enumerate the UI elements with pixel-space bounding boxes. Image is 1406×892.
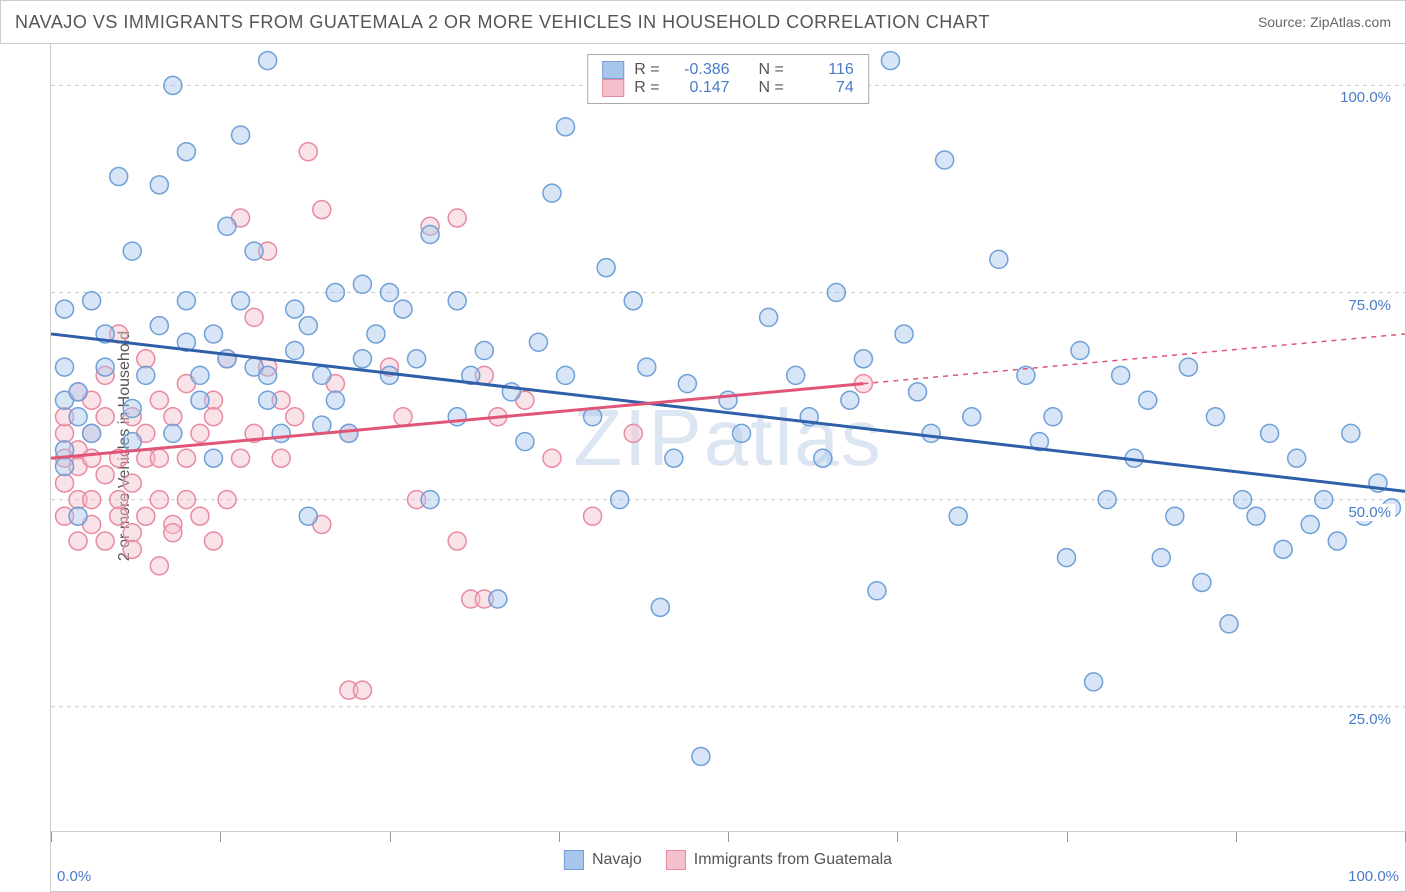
x-tick [728,832,729,842]
bottom-legend: Navajo Immigrants from Guatemala [564,850,892,870]
r-value-guatemala: 0.147 [670,79,730,97]
x-min-label: 0.0% [57,868,91,885]
x-tick [1067,832,1068,842]
y-tick-label: 100.0% [1336,89,1395,106]
legend-item-guatemala: Immigrants from Guatemala [666,850,892,870]
y-tick-label: 50.0% [1344,504,1395,521]
title-bar: NAVAJO VS IMMIGRANTS FROM GUATEMALA 2 OR… [0,0,1406,44]
x-axis-bar: Navajo Immigrants from Guatemala 0.0% 10… [50,832,1406,892]
stats-swatch-navajo [602,61,624,79]
n-value-navajo: 116 [794,61,854,79]
legend-swatch-guatemala [666,850,686,870]
legend-label-guatemala: Immigrants from Guatemala [694,851,892,869]
x-tick [897,832,898,842]
x-tick [220,832,221,842]
x-tick [559,832,560,842]
chart-title: NAVAJO VS IMMIGRANTS FROM GUATEMALA 2 OR… [15,12,990,33]
legend-item-navajo: Navajo [564,850,642,870]
r-value-navajo: -0.386 [670,61,730,79]
y-tick-label: 75.0% [1344,297,1395,314]
source-label: Source: ZipAtlas.com [1258,14,1391,30]
plot-area: ZIPatlas R = -0.386 N = 116 R = 0.147 N … [50,44,1406,832]
stats-swatch-guatemala [602,79,624,97]
stats-box: R = -0.386 N = 116 R = 0.147 N = 74 [587,54,869,104]
n-value-guatemala: 74 [794,79,854,97]
x-max-label: 100.0% [1348,868,1399,885]
n-label: N = [758,79,783,97]
chart-container: NAVAJO VS IMMIGRANTS FROM GUATEMALA 2 OR… [0,0,1406,892]
x-tick [51,832,52,842]
plot-svg [51,44,1405,831]
legend-swatch-navajo [564,850,584,870]
stats-row-navajo: R = -0.386 N = 116 [602,61,854,79]
r-label: R = [634,79,659,97]
stats-row-guatemala: R = 0.147 N = 74 [602,79,854,97]
x-tick [1236,832,1237,842]
n-label: N = [758,61,783,79]
r-label: R = [634,61,659,79]
x-tick [390,832,391,842]
legend-label-navajo: Navajo [592,851,642,869]
y-tick-label: 25.0% [1344,711,1395,728]
